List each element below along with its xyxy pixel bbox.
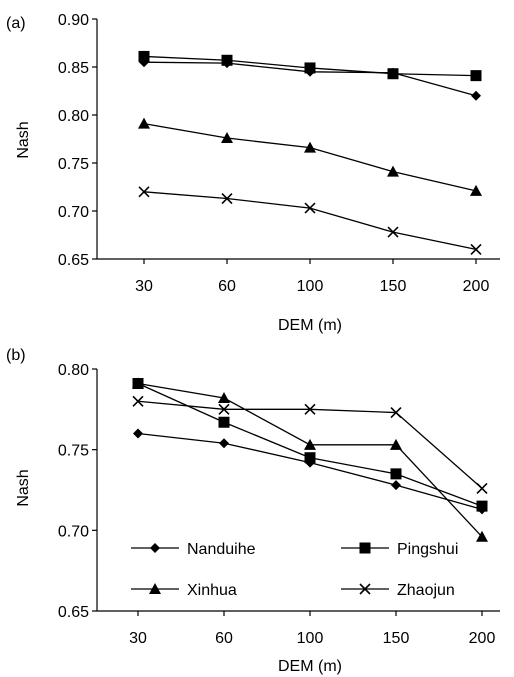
data-point-x [132,395,144,407]
x-tick-label: 100 [297,630,324,647]
x-tick-label: 200 [463,278,490,295]
x-tick-label: 200 [469,630,496,647]
x-tick-label: 60 [215,630,233,647]
y-tick-label: 0.80 [58,362,89,379]
y-tick-label: 0.85 [58,60,89,77]
panel-b-label: (b) [6,347,26,364]
data-point-square [221,54,233,66]
data-point-x [470,243,482,255]
panel-a-x-axis-label: DEM (m) [278,317,342,334]
data-point-x [390,406,402,419]
y-tick-label: 0.75 [58,156,89,173]
data-point-diamond [471,90,481,101]
legend-marker [150,543,160,553]
x-tick-label: 150 [383,630,410,647]
legend-label: Pingshui [397,541,458,558]
data-point-x [387,226,399,238]
data-point-square [470,70,482,82]
y-tick-label: 0.70 [58,204,89,221]
y-tick-label: 0.80 [58,108,89,125]
legend-marker [359,542,371,554]
data-point-triangle [390,438,402,450]
data-point-x [218,403,230,415]
data-point-square [138,50,150,62]
data-point-diamond [391,480,401,491]
data-point-triangle [387,165,399,177]
panel-b-x-axis-label: DEM (m) [278,658,342,675]
data-point-square [304,62,316,74]
series-line-triangle [143,122,477,192]
y-tick-label: 0.90 [58,12,89,29]
data-point-triangle [132,377,144,389]
data-point-triangle [470,184,482,196]
data-point-diamond [133,428,143,439]
legend-label: Zhaojun [397,582,455,599]
x-tick-label: 100 [297,278,324,295]
panel-a-label: (a) [6,15,26,32]
data-point-x [138,186,150,198]
data-point-diamond [219,438,229,449]
data-point-x [476,482,488,494]
panel-a: (a) Nash DEM (m) 0.90 0.85 0.80 0.75 0.70 0.6… [6,12,500,334]
panel-b-legend: Nanduihe Pingshui Xinhua Zhaojun [131,541,458,599]
panel-a-plot-area: 0.90 0.85 0.80 0.75 0.70 0.65 30 60 100 150 200 [58,12,500,295]
data-point-square [390,468,402,480]
panel-b-plot-area: 0.80 0.75 0.70 0.65 30 60 100 150 200 [58,362,500,647]
legend-marker [359,583,371,595]
data-point-triangle [304,141,316,153]
data-point-triangle [304,438,316,450]
series-line-x [143,191,477,251]
x-tick-label: 150 [380,278,407,295]
x-tick-label: 30 [135,278,153,295]
y-tick-label: 0.65 [58,604,89,621]
legend-marker [149,583,161,594]
x-tick-label: 30 [129,630,147,647]
panel-b-y-axis-label: Nash [15,469,32,506]
data-point-triangle [221,132,233,144]
data-point-x [304,403,316,415]
y-tick-label: 0.65 [58,252,89,269]
data-point-square [218,416,230,428]
x-tick-label: 60 [218,278,236,295]
data-point-x [221,192,233,205]
y-tick-label: 0.70 [58,523,89,540]
data-point-triangle [218,392,230,404]
legend-label: Xinhua [187,582,237,599]
legend-label: Nanduihe [187,541,256,558]
panel-b: (b) Nash DEM (m) 0.80 0.75 0.70 0.65 30 60 100… [6,347,500,675]
panel-a-y-axis-label: Nash [15,121,32,158]
data-point-square [476,500,488,512]
data-point-x [304,202,316,214]
data-point-triangle [138,117,150,129]
data-point-square [304,452,316,464]
data-point-square [387,68,399,80]
y-tick-label: 0.75 [58,443,89,460]
data-point-triangle [476,530,488,542]
